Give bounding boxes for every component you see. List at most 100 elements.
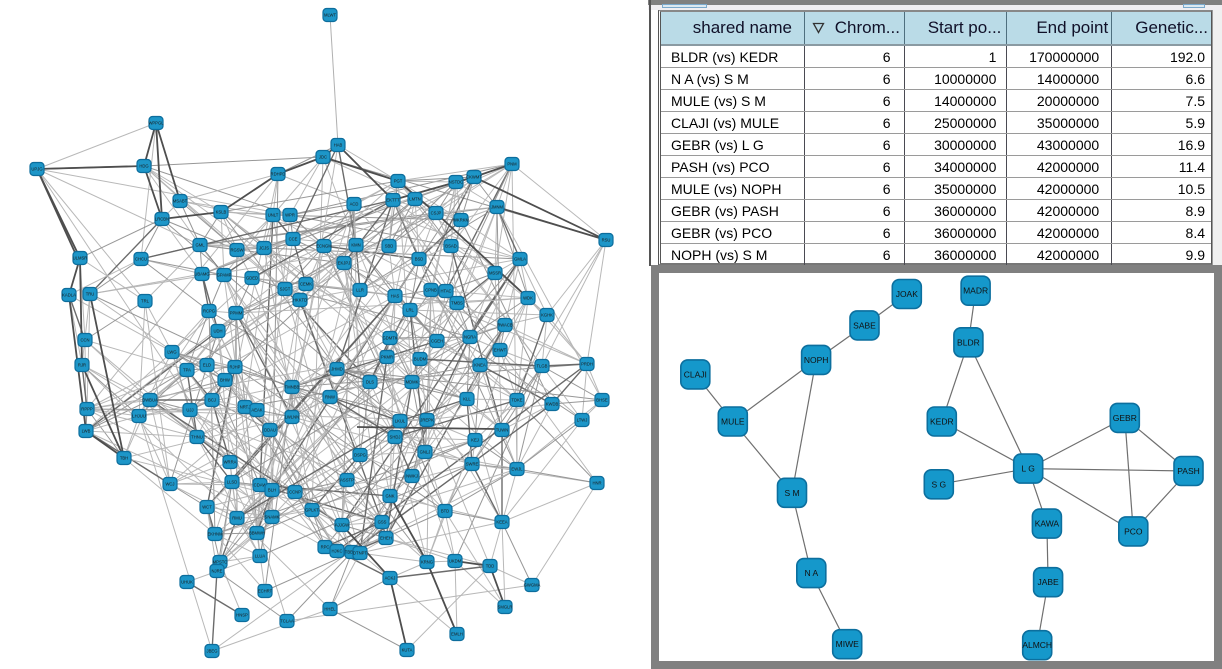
svg-text:EHEH: EHEH <box>380 536 392 541</box>
svg-text:HNSP: HNSP <box>236 613 248 618</box>
svg-text:UDH: UDH <box>213 329 222 334</box>
svg-text:KWDB: KWDB <box>546 402 559 407</box>
svg-text:JABE: JABE <box>1037 577 1059 587</box>
svg-text:BLDR: BLDR <box>957 337 980 347</box>
svg-text:RSU: RSU <box>602 238 611 243</box>
svg-text:UNLT: UNLT <box>268 213 279 218</box>
svg-text:JCJS: JCJS <box>259 246 269 251</box>
svg-text:L G: L G <box>1022 464 1035 474</box>
svg-text:WPR: WPR <box>285 213 295 218</box>
svg-text:KMN: KMN <box>351 243 360 248</box>
svg-text:EHWT: EHWT <box>494 348 507 353</box>
svg-text:CDAW: CDAW <box>254 483 267 488</box>
svg-text:HTAC: HTAC <box>440 289 451 294</box>
svg-text:SNAMK: SNAMK <box>265 515 280 520</box>
svg-text:ALMCH: ALMCH <box>1022 640 1052 650</box>
svg-text:GPLKT: GPLKT <box>305 508 319 513</box>
svg-text:SBD: SBD <box>385 244 394 249</box>
svg-text:WDK: WDK <box>523 296 533 301</box>
svg-text:PPMM: PPMM <box>230 311 243 316</box>
svg-text:LRCBN: LRCBN <box>155 217 169 222</box>
svg-text:PASH: PASH <box>1177 466 1200 476</box>
svg-text:KEEA: KEEA <box>496 520 507 525</box>
svg-text:DDAU: DDAU <box>264 428 276 433</box>
svg-text:TRL: TRL <box>141 299 150 304</box>
svg-text:ELD: ELD <box>203 363 211 368</box>
svg-text:LTWJ: LTWJ <box>577 418 588 423</box>
svg-text:TUWN: TUWN <box>496 428 509 433</box>
svg-text:RJHP: RJHP <box>230 365 241 370</box>
svg-text:WCT: WCT <box>202 505 212 510</box>
svg-text:CKWMT: CKWMT <box>466 175 482 180</box>
svg-text:S G: S G <box>931 479 946 489</box>
svg-text:RPPP: RPPP <box>81 407 93 412</box>
svg-text:JBEG: JBEG <box>207 649 218 654</box>
svg-text:KAWA: KAWA <box>1035 519 1060 529</box>
svg-text:LWG: LWG <box>167 350 176 355</box>
svg-text:DSPG: DSPG <box>354 453 366 458</box>
svg-text:CGEH: CGEH <box>431 339 443 344</box>
svg-text:BSD: BSD <box>415 257 424 262</box>
svg-text:GEBR: GEBR <box>1113 413 1137 423</box>
svg-text:THNU: THNU <box>191 435 203 440</box>
svg-text:ECNGM: ECNGM <box>316 244 332 249</box>
svg-text:CPNB: CPNB <box>425 288 437 293</box>
svg-text:NOPH: NOPH <box>804 355 829 365</box>
svg-text:LWB: LWB <box>82 429 91 434</box>
svg-text:GNLJ: GNLJ <box>420 450 431 455</box>
svg-text:LMTN: LMTN <box>409 197 420 202</box>
svg-text:HNR: HNR <box>592 481 601 486</box>
svg-text:GWGMA: GWGMA <box>524 583 541 588</box>
svg-text:JREPK: JREPK <box>420 418 434 423</box>
svg-text:LKUL: LKUL <box>395 419 406 424</box>
svg-text:ECHRT: ECHRT <box>258 589 273 594</box>
svg-text:RDHPD: RDHPD <box>271 172 286 177</box>
svg-text:CCNP: CCNP <box>289 490 301 495</box>
svg-text:MDMK: MDMK <box>406 380 419 385</box>
svg-text:GDED: GDED <box>246 276 258 281</box>
svg-text:TDKE: TDKE <box>511 398 522 403</box>
svg-text:KUTA: KUTA <box>402 648 413 653</box>
svg-text:JMNM: JMNM <box>491 205 504 210</box>
svg-text:BHSE: BHSE <box>596 398 608 403</box>
svg-text:PKMR: PKMR <box>381 355 393 360</box>
svg-text:NGRA: NGRA <box>464 335 476 340</box>
svg-text:EKHNM: EKHNM <box>207 532 223 537</box>
svg-text:NJRE: NJRE <box>212 569 223 574</box>
svg-text:UPJG: UPJG <box>31 167 42 172</box>
svg-text:LLUA: LLUA <box>255 554 266 559</box>
svg-text:GML: GML <box>195 243 205 248</box>
svg-text:MLWT: MLWT <box>324 13 336 18</box>
svg-text:KGHK: KGHK <box>541 313 553 318</box>
svg-text:BHW: BHW <box>220 378 230 383</box>
svg-text:UBAMG: UBAMG <box>194 272 209 277</box>
svg-text:SHDJ: SHDJ <box>390 435 401 440</box>
svg-text:BSAD: BSAD <box>445 244 456 249</box>
svg-text:HHEL: HHEL <box>324 607 336 612</box>
svg-text:ASSTP: ASSTP <box>340 478 354 483</box>
svg-text:RGSW: RGSW <box>230 248 243 253</box>
svg-text:ULMSR: ULMSR <box>73 256 88 261</box>
svg-text:MPSTC: MPSTC <box>213 560 228 565</box>
svg-text:MADR: MADR <box>963 286 988 296</box>
svg-text:TBH: TBH <box>120 456 128 461</box>
svg-text:TLGB: TLGB <box>537 364 548 369</box>
svg-text:KADLA: KADLA <box>62 293 76 298</box>
svg-text:ACKJ: ACKJ <box>385 576 396 581</box>
svg-text:BLH: BLH <box>268 488 276 493</box>
svg-text:SABE: SABE <box>853 320 876 330</box>
svg-text:SWRE: SWRE <box>466 462 479 467</box>
svg-text:TBBGH: TBBGH <box>345 550 359 555</box>
svg-text:LWLNN: LWLNN <box>285 415 299 420</box>
svg-text:SMGLR: SMGLR <box>498 605 513 610</box>
svg-text:NSTDC: NSTDC <box>449 180 463 185</box>
svg-text:RJR: RJR <box>78 363 86 368</box>
svg-text:AJJGW: AJJGW <box>335 523 349 528</box>
svg-text:RWACB: RWACB <box>497 323 513 328</box>
svg-text:JOAK: JOAK <box>896 289 919 299</box>
svg-text:CEMK: CEMK <box>300 282 312 287</box>
svg-text:MSSR: MSSR <box>489 271 501 276</box>
svg-text:KEJ: KEJ <box>471 438 479 443</box>
svg-text:CHCU: CHCU <box>135 257 147 262</box>
svg-text:HAB: HAB <box>334 143 343 148</box>
